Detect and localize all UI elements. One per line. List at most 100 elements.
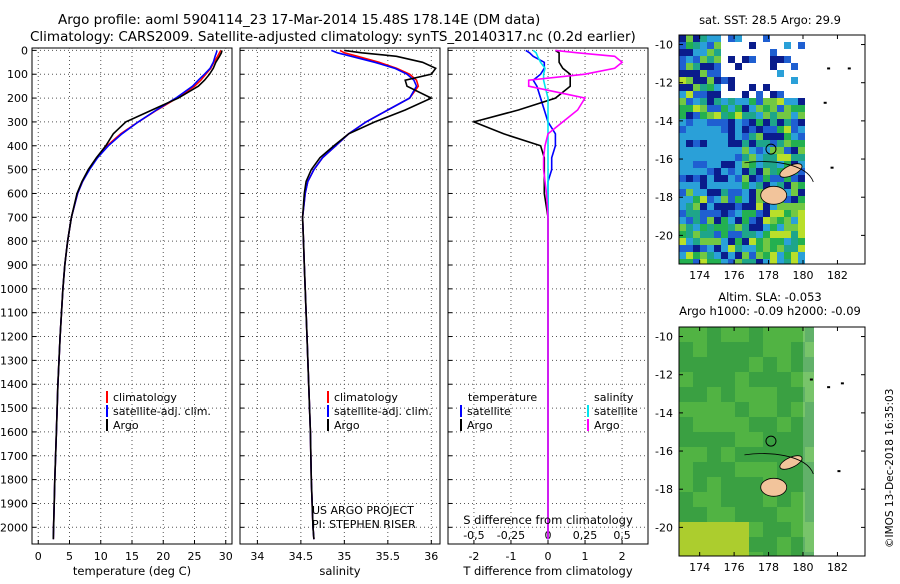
- sst-cell: [686, 196, 693, 203]
- sla-cell: [805, 402, 814, 417]
- sla-cell: [679, 387, 693, 402]
- sst-cell: [784, 182, 791, 189]
- sst-cell: [721, 147, 728, 154]
- sst-cell: [742, 182, 749, 189]
- sst-cell: [707, 56, 714, 63]
- sst-cell: [714, 63, 721, 70]
- sst-cell: [777, 70, 784, 77]
- sst-cell: [749, 203, 756, 210]
- sst-cell: [735, 161, 742, 168]
- sla-cell: [763, 462, 777, 477]
- sla-cell: [721, 537, 735, 552]
- sst-cell: [707, 126, 714, 133]
- sst-cell: [728, 77, 735, 84]
- sla-cell: [749, 477, 763, 492]
- sst-cell: [686, 56, 693, 63]
- sst-cell: [679, 147, 686, 154]
- sla-cell: [735, 432, 749, 447]
- sla-cell: [763, 372, 777, 387]
- sst-cell: [784, 217, 791, 224]
- sst-cell: [791, 105, 798, 112]
- sst-cell: [791, 203, 798, 210]
- sst-cell: [728, 231, 735, 238]
- sla-cell: [777, 387, 791, 402]
- sst-cell: [707, 140, 714, 147]
- figure-title-line1: Argo profile: aoml 5904114_23 17-Mar-201…: [58, 12, 540, 28]
- legend-title-salinity: salinity: [594, 391, 634, 404]
- sst-cell: [784, 245, 791, 252]
- sst-cell: [777, 231, 784, 238]
- sst-cell: [763, 231, 770, 238]
- sst-cell: [770, 133, 777, 140]
- sla-cell: [721, 327, 735, 342]
- sst-cell: [791, 77, 798, 84]
- sla-cell: [805, 477, 814, 492]
- sst-cell: [693, 140, 700, 147]
- sst-cell: [707, 189, 714, 196]
- sst-cell: [721, 210, 728, 217]
- sst-cell: [714, 56, 721, 63]
- sst-cell: [770, 126, 777, 133]
- sla-cell: [693, 462, 707, 477]
- sst-cell: [679, 238, 686, 245]
- sst-cell: [693, 203, 700, 210]
- sst-cell: [700, 196, 707, 203]
- sst-cell: [707, 196, 714, 203]
- sst-cell: [735, 175, 742, 182]
- sla-cell: [791, 402, 805, 417]
- sst-cell: [714, 70, 721, 77]
- sst-cell: [693, 56, 700, 63]
- sla-cell: [749, 462, 763, 477]
- sst-cell: [728, 245, 735, 252]
- sst-cell: [721, 217, 728, 224]
- sla-cell: [777, 402, 791, 417]
- sst-cell: [693, 112, 700, 119]
- salinity-panel-frame: [239, 47, 441, 545]
- sla-cell: [777, 507, 791, 522]
- sst-cell: [735, 168, 742, 175]
- sst-cell: [770, 259, 777, 264]
- sst-cell: [707, 154, 714, 161]
- sst-cell: [693, 161, 700, 168]
- land-speck: [837, 470, 841, 473]
- depth-tick-label: 1400: [0, 378, 28, 391]
- sst-cell: [763, 168, 770, 175]
- sst-cell: [686, 119, 693, 126]
- sst-cell: [742, 133, 749, 140]
- sst-cell: [714, 98, 721, 105]
- sst-cell: [721, 133, 728, 140]
- sst-cell: [791, 245, 798, 252]
- sst-cell: [763, 133, 770, 140]
- sst-cell: [798, 112, 805, 119]
- sst-cell: [693, 217, 700, 224]
- sst-cell: [756, 140, 763, 147]
- sst-cell: [777, 133, 784, 140]
- sla-cell: [777, 432, 791, 447]
- sla-cell: [693, 432, 707, 447]
- sst-cell: [707, 217, 714, 224]
- sla-cell: [693, 522, 707, 537]
- sst-cell: [798, 252, 805, 259]
- sst-cell: [728, 84, 735, 91]
- sst-cell: [693, 245, 700, 252]
- sst-cell: [777, 119, 784, 126]
- sst-cell: [784, 147, 791, 154]
- sst-cell: [784, 259, 791, 264]
- legend-label-satellite: satellite-adj. clim.: [334, 405, 432, 418]
- series-line-s-argo: [527, 49, 624, 540]
- sla-cell: [693, 327, 707, 342]
- sst-cell: [784, 203, 791, 210]
- sla-cell: [679, 507, 693, 522]
- sst-cell: [728, 252, 735, 259]
- sla-cell: [791, 477, 805, 492]
- sst-cell: [679, 105, 686, 112]
- sla-cell: [735, 537, 749, 552]
- sla-cell: [805, 552, 814, 556]
- x-tick-label: 0: [35, 550, 42, 563]
- sst-cell: [693, 147, 700, 154]
- sla-cell: [721, 462, 735, 477]
- x-tick-label: 10: [94, 550, 108, 563]
- sst-cell: [714, 203, 721, 210]
- sst-cell: [700, 182, 707, 189]
- sst-cell: [749, 217, 756, 224]
